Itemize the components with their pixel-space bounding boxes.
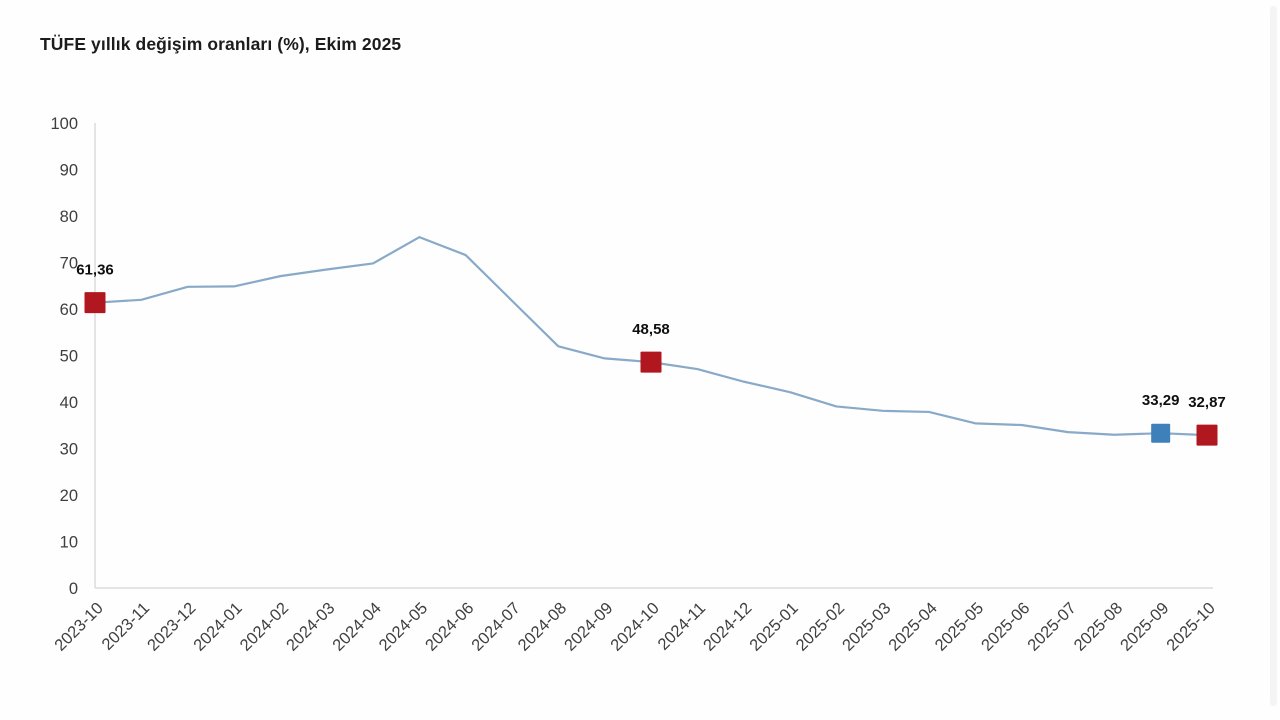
x-tick-label: 2025-05 xyxy=(932,599,988,655)
data-label-2023-10: 61,36 xyxy=(76,262,114,279)
marker-2024-10[interactable] xyxy=(640,351,662,373)
y-tick-label: 40 xyxy=(60,394,78,412)
marker-2023-10[interactable] xyxy=(84,292,106,314)
y-tick-label: 50 xyxy=(60,348,78,366)
x-tick-label: 2025-07 xyxy=(1024,599,1080,655)
data-label-2025-09: 33,29 xyxy=(1142,392,1180,409)
x-tick-label: 2024-06 xyxy=(422,599,478,655)
x-tick-label: 2025-01 xyxy=(746,599,802,655)
chart-title: TÜFE yıllık değişim oranları (%), Ekim 2… xyxy=(40,34,402,54)
data-label-2024-10: 48,58 xyxy=(632,321,670,338)
marker-2025-09[interactable] xyxy=(1151,423,1171,443)
y-tick-label: 90 xyxy=(60,162,78,180)
y-tick-label: 100 xyxy=(50,115,78,133)
x-tick-label: 2025-03 xyxy=(839,599,895,655)
y-tick-label: 60 xyxy=(60,301,78,319)
x-tick-label: 2024-09 xyxy=(561,599,617,655)
x-tick-label: 2025-09 xyxy=(1117,599,1173,655)
x-tick-label: 2025-10 xyxy=(1163,599,1219,655)
x-tick-label: 2023-10 xyxy=(51,599,107,655)
scrollbar[interactable] xyxy=(1270,6,1277,706)
x-tick-label: 2024-05 xyxy=(376,599,432,655)
data-label-2025-10: 32,87 xyxy=(1188,394,1226,411)
y-tick-label: 20 xyxy=(60,487,78,505)
x-tick-label: 2024-01 xyxy=(190,599,246,655)
x-tick-label: 2024-03 xyxy=(283,599,339,655)
y-tick-label: 0 xyxy=(69,580,78,598)
x-tick-label: 2025-02 xyxy=(793,599,849,655)
x-tick-label: 2024-07 xyxy=(468,599,524,655)
x-tick-label: 2025-04 xyxy=(885,599,941,655)
y-tick-label: 10 xyxy=(60,534,78,552)
x-tick-label: 2024-12 xyxy=(700,599,756,655)
x-tick-label: 2024-11 xyxy=(654,599,709,654)
x-tick-label: 2024-10 xyxy=(607,599,663,655)
x-tick-label: 2025-08 xyxy=(1071,599,1127,655)
marker-2025-10[interactable] xyxy=(1196,424,1218,446)
x-tick-label: 2023-12 xyxy=(144,599,200,655)
x-tick-label: 2024-08 xyxy=(515,599,571,655)
y-tick-label: 80 xyxy=(60,208,78,226)
y-tick-label: 70 xyxy=(60,255,78,273)
x-tick-label: 2023-11 xyxy=(98,599,153,654)
y-tick-label: 30 xyxy=(60,441,78,459)
x-tick-label: 2024-04 xyxy=(329,599,385,655)
x-tick-label: 2025-06 xyxy=(978,599,1034,655)
x-tick-label: 2024-02 xyxy=(237,599,293,655)
